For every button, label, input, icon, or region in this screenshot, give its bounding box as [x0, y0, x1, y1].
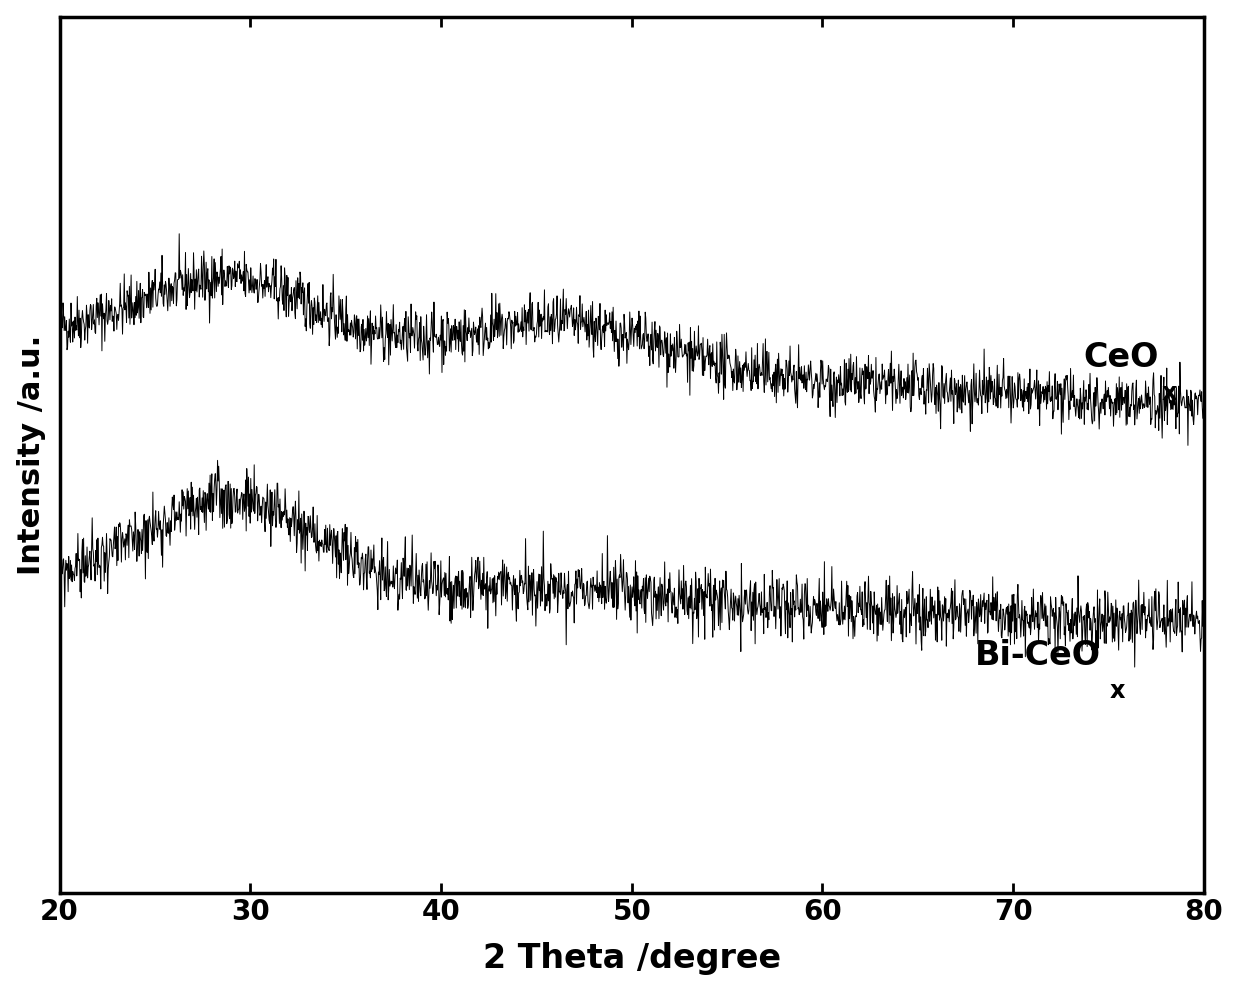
Text: x: x	[1110, 680, 1126, 703]
Text: CeO: CeO	[1084, 341, 1159, 374]
X-axis label: 2 Theta /degree: 2 Theta /degree	[482, 942, 781, 975]
Text: x: x	[1162, 381, 1177, 406]
Y-axis label: Intensity /a.u.: Intensity /a.u.	[16, 334, 46, 574]
Text: Bi-CeO: Bi-CeO	[975, 639, 1101, 672]
